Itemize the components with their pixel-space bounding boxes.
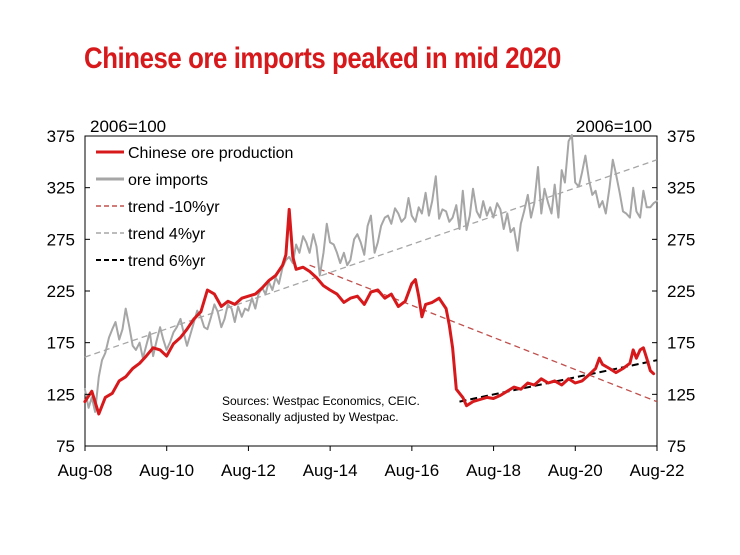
source-note: Seasonally adjusted by Westpac. <box>222 410 399 424</box>
y-left-tick-label: 375 <box>47 127 75 146</box>
series-line-chinese-ore-production <box>83 207 656 416</box>
y-right-tick-label: 375 <box>667 127 695 146</box>
y-right-tick-label: 325 <box>667 179 695 198</box>
x-tick-label: Aug-16 <box>384 461 439 480</box>
y-right-axis-label: 2006=100 <box>576 117 652 136</box>
y-right-tick-label: 125 <box>667 385 695 404</box>
source-note: Sources: Westpac Economics, CEIC. <box>222 394 420 408</box>
x-tick-label: Aug-22 <box>630 461 685 480</box>
y-left-tick-label: 75 <box>56 437 75 456</box>
y-left-tick-label: 225 <box>47 282 75 301</box>
y-left-tick-label: 325 <box>47 179 75 198</box>
y-right-tick-label: 275 <box>667 230 695 249</box>
legend-label: trend 4%yr <box>128 226 206 243</box>
x-tick-label: Aug-14 <box>303 461 358 480</box>
y-left-tick-label: 125 <box>47 385 75 404</box>
y-right-tick-label: 175 <box>667 334 695 353</box>
y-left-tick-label: 175 <box>47 334 75 353</box>
y-right-tick-label: 75 <box>667 437 686 456</box>
y-left-tick-label: 275 <box>47 230 75 249</box>
x-tick-label: Aug-18 <box>466 461 521 480</box>
y-left-axis-label: 2006=100 <box>90 117 166 136</box>
chart-title: Chinese ore imports peaked in mid 2020 <box>84 42 561 75</box>
x-tick-label: Aug-20 <box>548 461 603 480</box>
series-line-trend-10-yr <box>309 264 658 403</box>
x-tick-label: Aug-08 <box>58 461 113 480</box>
series-line-ore-imports <box>83 134 658 413</box>
legend-label: trend 6%yr <box>128 253 206 270</box>
legend-label: ore imports <box>128 172 208 189</box>
legend-label: Chinese ore production <box>128 145 293 162</box>
x-tick-label: Aug-12 <box>221 461 276 480</box>
x-tick-label: Aug-10 <box>139 461 194 480</box>
legend-label: trend -10%yr <box>128 199 220 216</box>
y-right-tick-label: 225 <box>667 282 695 301</box>
series-line-trend-4-yr <box>84 159 658 358</box>
